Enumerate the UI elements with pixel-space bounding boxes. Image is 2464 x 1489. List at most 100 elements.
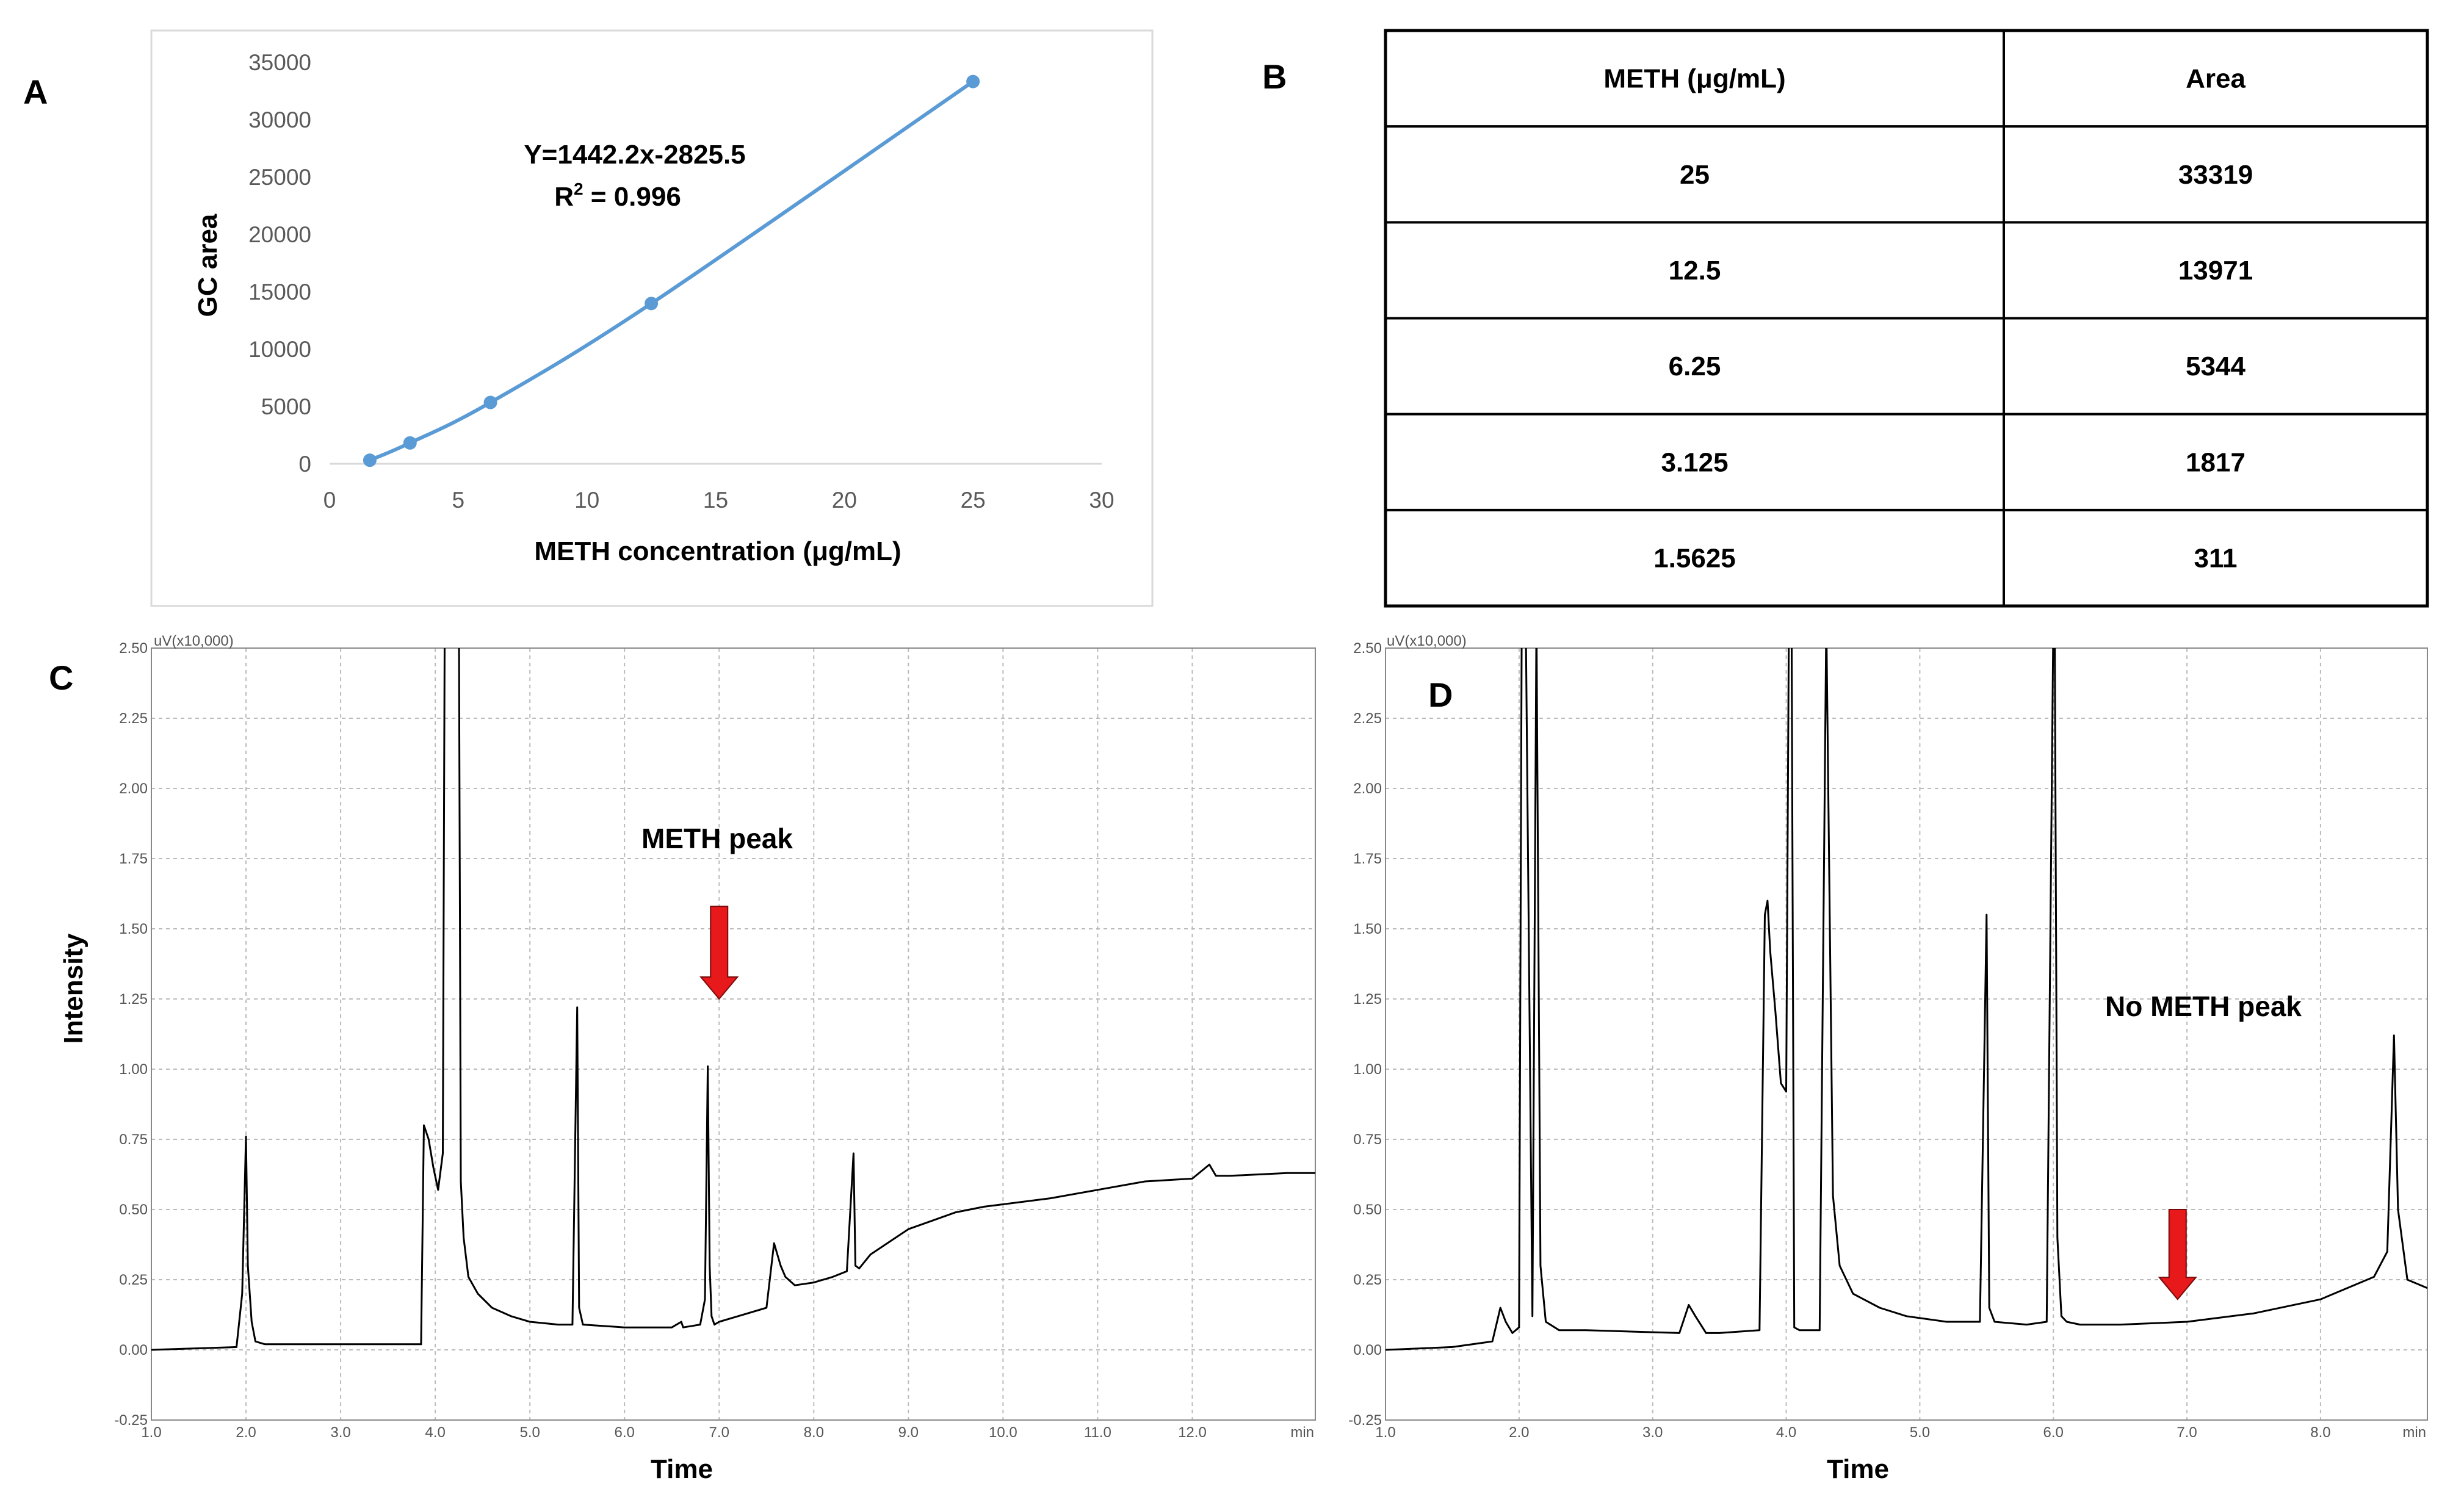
chart-d-xtick-5: 6.0 [2043,1424,2064,1441]
chart-c-xtick-10: 11.0 [1084,1424,1111,1441]
chart-d-ytick-0: -0.25 [1348,1412,1382,1429]
chart-c-ytick-8: 1.75 [119,851,148,867]
calibration-chart: 0 5 10 15 20 25 30 0 5000 10000 15000 20000 25000 300… [150,29,1154,607]
chart-d-unit-label: uV(x10,000) [1387,633,1467,649]
table-cell-meth-1: 12.5 [1669,256,1721,286]
table-cell-area-4: 311 [2194,543,2238,573]
chart-d-trace [1386,648,2427,1351]
table-header-area: Area [2186,64,2245,94]
chart-a-xtick-4: 20 [832,488,857,513]
chart-c-xtick-3: 4.0 [425,1424,445,1441]
panel-label-b: B [1262,57,1287,96]
chart-d-marks [1386,648,2427,1351]
chart-c-ytick-1: 0.00 [119,1342,148,1358]
chart-d-axes: 1.0 2.0 3.0 4.0 5.0 6.0 7.0 8.0 -0.25 0.00 0.25 0.5… [1348,640,2428,1441]
chart-a-xtick-0: 0 [323,488,336,513]
panel-label-c: C [49,658,73,697]
chart-a-ytick-7: 35000 [248,50,311,75]
chart-c-xtick-9: 10.0 [989,1424,1017,1441]
chart-d-ytick-3: 0.50 [1353,1202,1382,1218]
chart-a-point-1 [403,436,417,450]
chart-c-xtick-2: 3.0 [330,1424,350,1441]
table-cell-area-0: 33319 [2178,160,2253,190]
chart-a-xtick-2: 10 [574,488,599,513]
chart-d-xtick-6: 7.0 [2177,1424,2197,1441]
chart-a-marks [363,74,980,467]
chart-d-ytick-8: 1.75 [1353,851,1382,867]
chart-d-xlabel: Time [1827,1454,1889,1484]
chromatogram-c: 1.0 2.0 3.0 4.0 5.0 6.0 7.0 8.0 9.0 10.0 11.0 12.0 -… [59,633,1316,1484]
chart-c-xtick-5: 6.0 [615,1424,635,1441]
chart-a-xtick-1: 5 [452,488,465,513]
chart-d-arrow [2158,1209,2197,1300]
chart-c-ytick-5: 1.00 [119,1061,148,1078]
chart-d-ytick-7: 1.50 [1353,921,1382,937]
chart-c-ytick-4: 0.75 [119,1131,148,1148]
table-cell-area-1: 13971 [2178,256,2253,286]
table-header-meth: METH (μg/mL) [1603,64,1785,94]
chart-d-xtick-0: 1.0 [1375,1424,1395,1441]
chart-d-xtick-1: 2.0 [1509,1424,1529,1441]
chart-c-xtick-0: 1.0 [141,1424,161,1441]
table-cell-meth-0: 25 [1680,160,1710,190]
panel-label-a: A [23,73,48,111]
table-cell-meth-4: 1.5625 [1653,543,1736,573]
chart-a-point-2 [483,395,497,409]
chart-c-ylabel: Intensity [59,933,89,1044]
chart-d-xtick-7: 8.0 [2310,1424,2330,1441]
chart-d-ytick-2: 0.25 [1353,1272,1382,1288]
chart-d-ytick-10: 2.25 [1353,710,1382,727]
chart-a-ytick-4: 20000 [248,222,311,247]
chart-a-ytick-5: 25000 [248,165,311,190]
chart-c-ytick-2: 0.25 [119,1272,148,1288]
chart-c-ytick-7: 1.50 [119,921,148,937]
chart-c-axes: 1.0 2.0 3.0 4.0 5.0 6.0 7.0 8.0 9.0 10.0 11.0 12.0 -… [114,640,1316,1441]
r-squared: R2 = 0.996 [554,179,681,212]
regression-equation: Y=1442.2x-2825.5 [524,140,745,170]
chart-c-xlabel: Time [651,1454,713,1484]
chart-c-ytick-3: 0.50 [119,1202,148,1218]
chart-d-x-unit: min [2402,1424,2426,1441]
chart-d-ytick-1: 0.00 [1353,1342,1382,1358]
chart-a-xtick-3: 15 [703,488,728,513]
chart-c-ytick-6: 1.25 [119,991,148,1008]
chart-c-xtick-4: 5.0 [519,1424,540,1441]
chart-d-ytick-9: 2.00 [1353,781,1382,797]
chart-c-xtick-7: 8.0 [804,1424,824,1441]
chart-a-ytick-2: 10000 [248,337,311,362]
chart-d-ytick-4: 0.75 [1353,1131,1382,1148]
table-cell-area-3: 1817 [2186,447,2245,477]
chart-c-annotation: METH peak [641,823,793,854]
chart-a-ytick-0: 0 [298,452,311,477]
chart-c-ytick-9: 2.00 [119,781,148,797]
table-cell-meth-3: 3.125 [1661,447,1728,477]
chart-d-xtick-2: 3.0 [1642,1424,1663,1441]
chart-c-plot-frame [151,647,1316,1421]
chart-a-frame [150,29,1154,607]
chart-a-ytick-1: 5000 [261,394,311,419]
calibration-table: METH (μg/mL) Area 25 33319 12.5 13971 6.25 5344… [1384,29,2429,608]
chart-d-ytick-5: 1.00 [1353,1061,1382,1078]
table-cell-area-2: 5344 [2186,352,2245,381]
chart-c-xtick-11: 12.0 [1178,1424,1207,1441]
chart-c-unit-label: uV(x10,000) [154,633,234,649]
chart-c-ytick-0: -0.25 [114,1412,148,1429]
chart-d-ytick-11: 2.50 [1353,640,1382,657]
chart-c-ytick-11: 2.50 [119,640,148,657]
chart-d-ytick-6: 1.25 [1353,991,1382,1008]
chart-a-xlabel: METH concentration (μg/mL) [534,536,901,566]
chart-a-ytick-6: 30000 [248,107,311,132]
chart-a-ylabel: GC area [193,214,223,317]
chart-c-x-unit: min [1290,1424,1314,1441]
chart-a-xtick-5: 25 [961,488,986,513]
chart-c-marks [151,648,1315,1351]
chart-c-trace [151,648,1315,1351]
chart-a-point-4 [966,74,980,88]
chart-d-xtick-4: 5.0 [1910,1424,1930,1441]
chart-c-xtick-6: 7.0 [709,1424,729,1441]
chromatogram-d: 1.0 2.0 3.0 4.0 5.0 6.0 7.0 8.0 -0.25 0.00 0.25 0.5… [1348,633,2428,1484]
chart-a-point-0 [363,453,377,467]
chart-a-point-3 [645,297,659,311]
chart-c-xtick-1: 2.0 [236,1424,256,1441]
